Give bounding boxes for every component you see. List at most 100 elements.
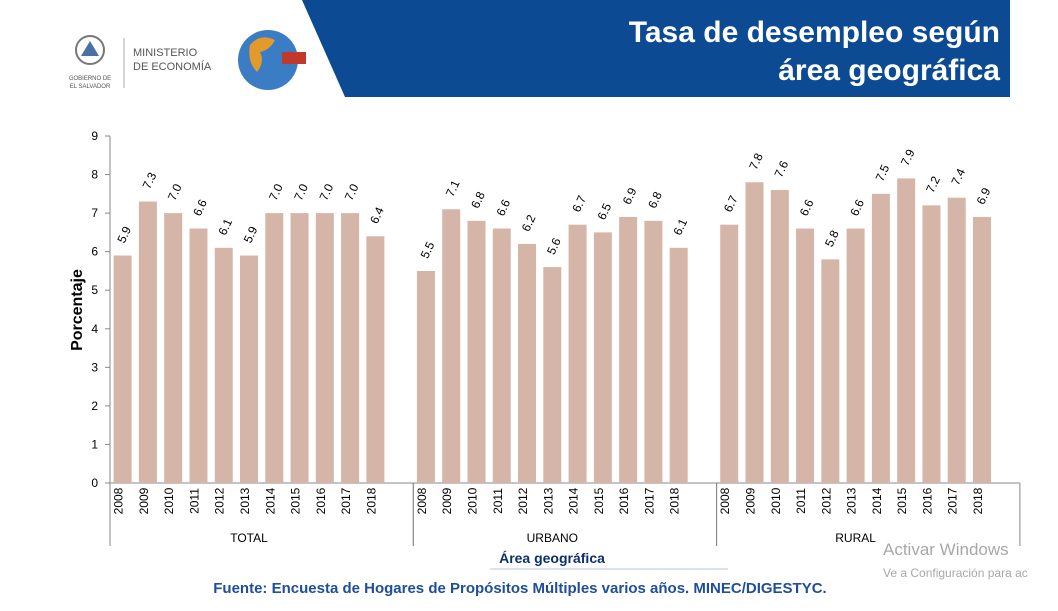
value-label: 6.6 [190, 197, 210, 218]
bar [770, 189, 789, 483]
x-axis-label: Área geográfica [499, 550, 605, 566]
bar [265, 213, 284, 483]
ministry-text: DE ECONOMÍA [133, 60, 212, 73]
bar [669, 247, 688, 483]
x-tick-label: 2013 [238, 487, 252, 514]
x-tick-label: 2012 [516, 487, 530, 514]
bar [467, 220, 486, 484]
x-tick-label: 2015 [289, 487, 303, 514]
value-label: 5.6 [544, 235, 564, 256]
x-tick-label: 2015 [895, 487, 909, 514]
value-label: 7.2 [923, 174, 943, 195]
bar [164, 213, 183, 483]
bar [290, 213, 309, 483]
x-tick-label: 2015 [592, 487, 606, 514]
bar [492, 228, 511, 483]
government-text: GOBIERNO DE [69, 76, 111, 82]
x-tick-label: 2009 [744, 487, 758, 514]
y-tick-label: 8 [91, 168, 98, 182]
y-axis-label: Porcentaje [69, 269, 86, 351]
bar [189, 228, 208, 483]
x-tick-label: 2016 [617, 487, 631, 514]
value-label: 6.6 [847, 197, 867, 218]
value-label: 7.0 [291, 181, 311, 202]
bar [871, 193, 890, 484]
x-tick-label: 2011 [187, 488, 201, 514]
x-tick-label: 2011 [491, 488, 505, 514]
value-label: 7.5 [873, 162, 893, 183]
value-label: 7.0 [342, 181, 362, 202]
x-tick-label: 2010 [465, 487, 479, 514]
x-tick-label: 2017 [339, 487, 353, 514]
x-tick-label: 2013 [541, 487, 555, 514]
title-banner [302, 0, 1010, 97]
bar [972, 216, 991, 483]
x-tick-label: 2012 [819, 487, 833, 514]
value-label: 6.6 [797, 197, 817, 218]
bar [543, 267, 562, 483]
value-label: 7.8 [746, 151, 766, 172]
value-label: 5.5 [418, 239, 438, 260]
group-label: URBANO [527, 531, 578, 545]
x-tick-label: 2018 [668, 487, 682, 514]
value-label: 6.1 [215, 216, 235, 237]
value-label: 7.4 [948, 166, 968, 187]
group-label: TOTAL [230, 531, 268, 545]
logo [75, 30, 306, 90]
watermark-title: Activar Windows [883, 540, 1009, 559]
bar [366, 236, 385, 483]
value-label: 7.0 [317, 181, 337, 202]
x-tick-label: 2008 [112, 487, 126, 514]
value-label: 7.0 [266, 181, 286, 202]
value-label: 7.9 [898, 147, 918, 168]
value-label: 6.9 [974, 185, 994, 206]
emblem [75, 35, 105, 65]
x-tick-label: 2008 [718, 487, 732, 514]
watermark-text: Ve a Configuración para ac [883, 566, 1028, 580]
y-tick-label: 4 [91, 322, 98, 336]
value-label: 6.2 [519, 212, 539, 233]
value-label: 6.9 [620, 185, 640, 206]
y-tick-label: 7 [91, 206, 98, 220]
x-tick-label: 2008 [415, 487, 429, 514]
bar [644, 220, 663, 484]
x-tick-label: 2010 [769, 487, 783, 514]
x-tick-label: 2013 [845, 487, 859, 514]
bar [442, 209, 461, 483]
x-tick-label: 2016 [314, 487, 328, 514]
x-tick-label: 2011 [794, 488, 808, 514]
title-line: Tasa de desempleo según [629, 16, 1000, 49]
group-label: RURAL [835, 531, 876, 545]
value-label: 5.9 [241, 224, 261, 245]
government-text: EL SALVADOR [70, 84, 111, 90]
value-label: 6.4 [367, 205, 387, 226]
y-tick-label: 0 [91, 476, 98, 490]
bar [138, 201, 157, 484]
value-label: 7.3 [140, 170, 160, 191]
title-line: área geográfica [778, 54, 1000, 87]
bar [745, 182, 764, 483]
x-tick-label: 2014 [263, 487, 277, 514]
y-tick-label: 9 [91, 129, 98, 143]
emblem-triangle [81, 41, 99, 56]
bar [947, 197, 966, 483]
value-label: 6.7 [721, 193, 741, 214]
x-tick-label: 2010 [162, 487, 176, 514]
x-tick-label: 2012 [213, 487, 227, 514]
value-label: 7.0 [165, 181, 185, 202]
bar [518, 243, 537, 483]
bar [922, 205, 941, 483]
y-tick-label: 3 [91, 360, 98, 374]
value-label: 6.8 [468, 189, 488, 210]
y-tick-label: 6 [91, 245, 98, 259]
x-tick-label: 2018 [971, 487, 985, 514]
bar [341, 213, 360, 483]
bar [240, 255, 259, 483]
bar [593, 232, 612, 483]
bar [720, 224, 739, 483]
bar [568, 224, 587, 483]
value-label: 6.7 [569, 193, 589, 214]
value-label: 6.6 [493, 197, 513, 218]
bar [113, 255, 132, 483]
x-tick-label: 2017 [642, 487, 656, 514]
